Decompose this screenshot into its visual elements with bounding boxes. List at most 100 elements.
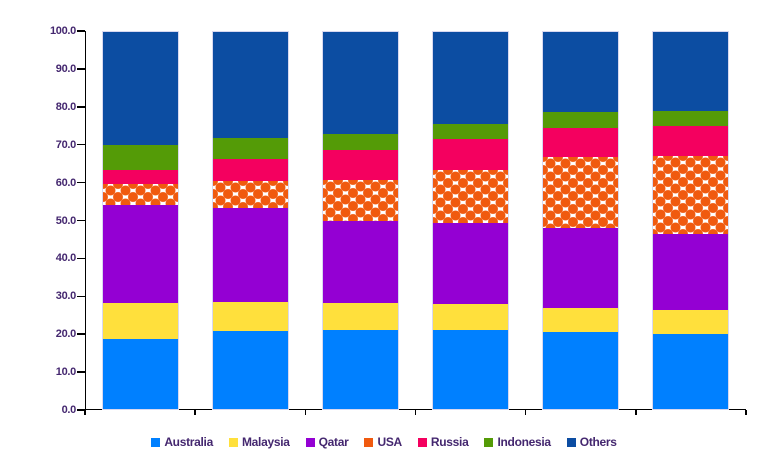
- bar-6: [652, 31, 730, 410]
- bar-segment-malaysia: [102, 303, 178, 339]
- legend-label: Australia: [164, 435, 213, 449]
- legend-item-qatar: Qatar: [305, 435, 349, 449]
- bar-segment-russia: [433, 139, 509, 171]
- x-axis-tick-mark: [745, 410, 747, 415]
- bar-4: [432, 31, 510, 410]
- y-axis-tick-mark: [77, 409, 85, 411]
- legend-item-russia: Russia: [417, 435, 469, 449]
- x-axis-tick-mark: [194, 410, 196, 415]
- legend-swatch-icon: [566, 437, 576, 447]
- x-axis-tick-mark: [84, 410, 86, 415]
- bar-3: [321, 31, 399, 410]
- y-axis-tick-mark: [77, 257, 85, 260]
- y-axis-tick-label: 100.0: [49, 25, 76, 37]
- y-axis-tick-mark: [77, 219, 85, 222]
- legend-label: Qatar: [318, 435, 349, 449]
- bar-segment-indonesia: [433, 123, 509, 140]
- plot-area: [85, 31, 746, 410]
- bar-segment-australia: [322, 330, 398, 409]
- y-axis-tick-mark: [77, 371, 85, 373]
- bar-segment-usa: [433, 170, 509, 223]
- legend-item-indonesia: Indonesia: [484, 435, 551, 449]
- y-axis-tick-label: 10.0: [55, 366, 77, 379]
- bar-segment-russia: [653, 126, 729, 157]
- bar-segment-australia: [102, 338, 178, 409]
- bar-segment-qatar: [653, 233, 729, 310]
- bar-segment-others: [102, 32, 178, 146]
- y-axis-tick-mark: [77, 181, 85, 184]
- bar-segment-malaysia: [433, 304, 509, 331]
- y-axis-tick-label: 90.0: [55, 62, 77, 75]
- legend-swatch-icon: [305, 437, 315, 447]
- y-axis-tick-label: 70.0: [55, 138, 77, 151]
- bar-segment-indonesia: [653, 110, 729, 127]
- legend-label: Others: [579, 435, 617, 449]
- bar-segment-indonesia: [212, 137, 288, 159]
- legend-swatch-icon: [228, 437, 238, 447]
- x-axis-tick-mark: [635, 410, 637, 415]
- legend: Australia Malaysia Qatar USA Russia Indonesia…: [0, 435, 768, 449]
- bar-segment-indonesia: [322, 133, 398, 151]
- bar-segment-qatar: [212, 207, 288, 302]
- bar-segment-usa: [212, 181, 288, 208]
- legend-label: Indonesia: [497, 435, 551, 449]
- legend-swatch-icon: [364, 437, 374, 447]
- legend-item-others: Others: [566, 435, 617, 449]
- y-axis-tick-label: 30.0: [55, 290, 77, 303]
- bar-segment-others: [433, 32, 509, 124]
- y-axis-tick-mark: [77, 333, 85, 335]
- bar-segment-malaysia: [212, 301, 288, 332]
- bar-segment-others: [322, 32, 398, 134]
- y-axis-tick-mark: [77, 143, 85, 146]
- bar-segment-australia: [212, 331, 288, 409]
- bar-segment-others: [543, 32, 619, 112]
- bar-segment-russia: [543, 128, 619, 157]
- y-axis-tick-label: 50.0: [55, 214, 77, 227]
- x-axis-tick-mark: [414, 410, 417, 415]
- legend-item-usa: USA: [364, 435, 402, 449]
- bar-segment-australia: [433, 330, 509, 409]
- bar-1: [101, 31, 179, 410]
- y-axis-tick-label: 0.0: [61, 404, 77, 416]
- y-axis-tick-label: 40.0: [55, 252, 77, 265]
- bar-segment-indonesia: [102, 145, 178, 170]
- legend-item-malaysia: Malaysia: [228, 435, 290, 449]
- y-axis-tick-mark: [77, 30, 85, 32]
- bar-segment-qatar: [102, 205, 178, 304]
- bar-segment-qatar: [322, 220, 398, 304]
- bar-segment-russia: [212, 158, 288, 182]
- bar-segment-usa: [102, 183, 178, 206]
- legend-swatch-icon: [151, 437, 161, 447]
- x-axis-tick-mark: [304, 410, 307, 415]
- y-axis-tick-mark: [77, 295, 85, 298]
- bar-segment-indonesia: [543, 111, 619, 129]
- bar-segment-usa: [322, 179, 398, 221]
- y-axis-tick-mark: [77, 106, 85, 108]
- legend-item-australia: Australia: [151, 435, 213, 449]
- bar-segment-qatar: [543, 227, 619, 308]
- x-axis-tick-mark: [524, 410, 527, 415]
- bar-segment-usa: [653, 156, 729, 234]
- legend-label: USA: [377, 435, 402, 449]
- bar-2: [211, 31, 289, 410]
- bar-segment-malaysia: [322, 303, 398, 331]
- bar-segment-usa: [543, 156, 619, 228]
- legend-label: Malaysia: [241, 435, 290, 449]
- bar-segment-australia: [653, 334, 729, 409]
- bar-segment-malaysia: [543, 307, 619, 333]
- bar-segment-russia: [322, 150, 398, 180]
- bar-5: [542, 31, 620, 410]
- legend-swatch-icon: [484, 437, 494, 447]
- legend-label: Russia: [430, 435, 469, 449]
- bar-segment-malaysia: [653, 309, 729, 335]
- legend-swatch-icon: [417, 437, 427, 447]
- y-axis-tick-mark: [77, 68, 85, 70]
- y-axis-tick-label: 60.0: [55, 176, 77, 189]
- bar-segment-qatar: [433, 222, 509, 305]
- bar-segment-russia: [102, 169, 178, 184]
- bar-segment-australia: [543, 332, 619, 409]
- y-axis-tick-label: 20.0: [55, 328, 77, 341]
- y-axis-tick-label: 80.0: [55, 100, 77, 113]
- bar-segment-others: [653, 32, 729, 111]
